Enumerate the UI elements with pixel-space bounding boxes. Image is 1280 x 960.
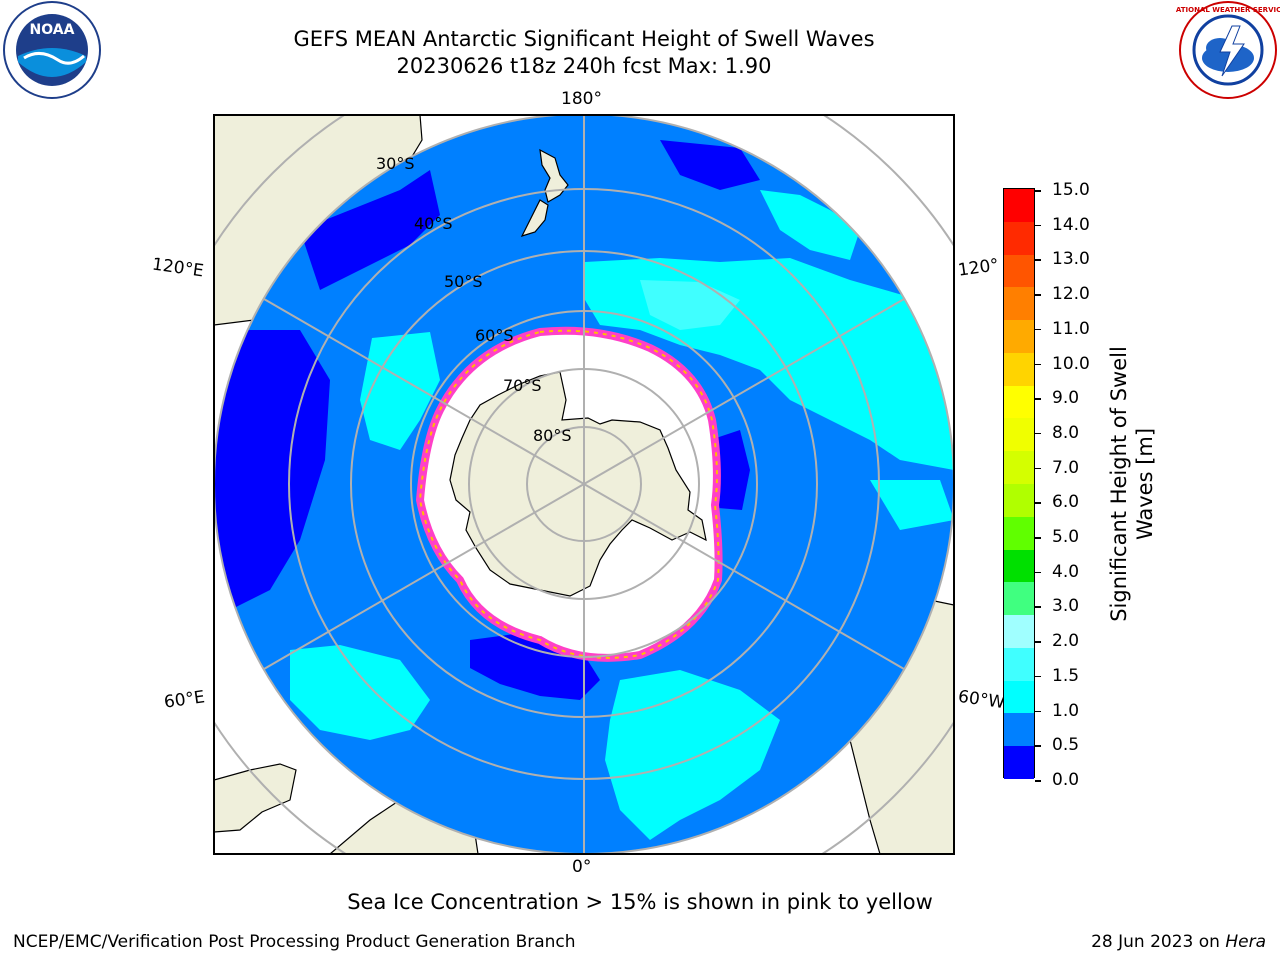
colorbar xyxy=(1003,188,1035,780)
map-subtitle: 20230626 t18z 240h fcst Max: 1.90 xyxy=(396,54,772,78)
footer-date: 28 Jun 2023 on Hera xyxy=(1091,932,1266,952)
lat-label: 70°S xyxy=(503,376,542,395)
colorbar-tick xyxy=(1035,675,1041,678)
swell-mid-west xyxy=(360,332,440,450)
colorbar-tick xyxy=(1035,537,1041,539)
colorbar-tick-label: 10.0 xyxy=(1052,353,1090,374)
swell-mid-southwest xyxy=(290,645,430,740)
africa-land xyxy=(214,763,297,833)
colorbar-tick xyxy=(1035,224,1041,227)
colorbar-segment xyxy=(1004,451,1034,485)
colorbar-title-line1: Significant Height of Swell xyxy=(1107,346,1131,622)
colorbar-tick-label: 15.0 xyxy=(1052,180,1090,200)
antarctica-land xyxy=(449,371,707,597)
colorbar-tick-label: 0.5 xyxy=(1052,735,1080,756)
footer-host: Hera xyxy=(1225,932,1266,952)
nws-logo-text: NATIONAL WEATHER SERVICE xyxy=(1176,6,1280,14)
colorbar-tick-label: 13.0 xyxy=(1052,249,1090,270)
colorbar-segment xyxy=(1004,320,1034,354)
footer-credit: NCEP/EMC/Verification Post Processing Pr… xyxy=(13,932,576,952)
nws-logo: NATIONAL WEATHER SERVICE xyxy=(1176,1,1280,99)
colorbar-segment xyxy=(1004,516,1034,551)
colorbar-tick-label: 7.0 xyxy=(1052,457,1080,478)
swell-light-northeast xyxy=(640,280,740,330)
swell-low-northwest xyxy=(300,170,440,290)
colorbar-tick-label: 5.0 xyxy=(1052,527,1080,548)
colorbar-tick xyxy=(1035,363,1041,366)
lat-label: 40°S xyxy=(414,214,453,233)
swell-mid-north-dots xyxy=(760,190,860,260)
colorbar-segment xyxy=(1004,254,1034,288)
colorbar-tick xyxy=(1035,780,1041,782)
lat-label: 50°S xyxy=(444,272,483,291)
colorbar-segment xyxy=(1004,189,1034,223)
lat-label: 80°S xyxy=(533,426,572,445)
colorbar-segment xyxy=(1004,418,1034,452)
colorbar-tick xyxy=(1035,641,1041,643)
colorbar-title: Significant Height of Swell Waves [m] xyxy=(1106,346,1158,622)
colorbar-segment xyxy=(1004,484,1034,518)
swell-mid-south xyxy=(605,670,780,840)
colorbar-tick-label: 14.0 xyxy=(1052,214,1090,235)
map-frame xyxy=(213,114,955,855)
colorbar-tick xyxy=(1035,710,1041,713)
colorbar-segment xyxy=(1004,352,1034,387)
colorbar-tick-label: 0.0 xyxy=(1052,770,1080,790)
noaa-logo-text: NOAA xyxy=(30,22,75,38)
colorbar-tick xyxy=(1035,467,1041,470)
colorbar-tick-label: 4.0 xyxy=(1052,561,1080,582)
colorbar-segment xyxy=(1004,615,1034,649)
lon-label-top: 180° xyxy=(561,89,602,109)
colorbar-segment xyxy=(1004,746,1034,780)
lat-label: 60°S xyxy=(475,326,514,345)
colorbar-segment xyxy=(1004,582,1034,616)
new-zealand-land-2 xyxy=(520,199,549,237)
colorbar-tick xyxy=(1035,745,1041,747)
lon-label-bottom: 0° xyxy=(572,857,592,877)
colorbar-segment xyxy=(1004,385,1034,419)
colorbar-tick xyxy=(1035,294,1041,296)
colorbar-segment xyxy=(1004,221,1034,256)
colorbar-tick xyxy=(1035,328,1041,331)
colorbar-tick xyxy=(1035,190,1041,192)
colorbar-tick xyxy=(1035,606,1041,608)
colorbar-segment xyxy=(1004,549,1034,583)
noaa-logo: NOAA xyxy=(3,1,101,99)
colorbar-tick-label: 11.0 xyxy=(1052,318,1090,339)
colorbar-tick xyxy=(1035,398,1041,400)
swell-low-north xyxy=(660,140,760,190)
lat-label: 30°S xyxy=(376,154,415,173)
colorbar-segment xyxy=(1004,647,1034,682)
map-title: GEFS MEAN Antarctic Significant Height o… xyxy=(293,27,875,51)
swell-mid-far-east xyxy=(870,480,954,530)
colorbar-tick xyxy=(1035,259,1041,261)
colorbar-title-line2: Waves [m] xyxy=(1133,427,1157,541)
colorbar-tick-label: 12.0 xyxy=(1052,284,1090,305)
colorbar-tick-label: 6.0 xyxy=(1052,492,1080,513)
colorbar-tick-label: 9.0 xyxy=(1052,388,1080,409)
colorbar-tick xyxy=(1035,502,1041,504)
colorbar-tick xyxy=(1035,432,1041,435)
footer-date-text: 28 Jun 2023 on xyxy=(1091,932,1226,952)
colorbar-tick-label: 3.0 xyxy=(1052,596,1080,617)
colorbar-segment xyxy=(1004,680,1034,714)
colorbar-segment xyxy=(1004,287,1034,321)
colorbar-segment xyxy=(1004,713,1034,747)
colorbar-tick-label: 1.5 xyxy=(1052,665,1080,686)
colorbar-tick-label: 2.0 xyxy=(1052,631,1080,652)
colorbar-tick-label: 1.0 xyxy=(1052,700,1080,721)
colorbar-tick-label: 8.0 xyxy=(1052,422,1080,443)
colorbar-tick xyxy=(1035,571,1041,574)
graticule xyxy=(214,115,954,854)
sea-ice-caption: Sea Ice Concentration > 15% is shown in … xyxy=(347,890,933,914)
